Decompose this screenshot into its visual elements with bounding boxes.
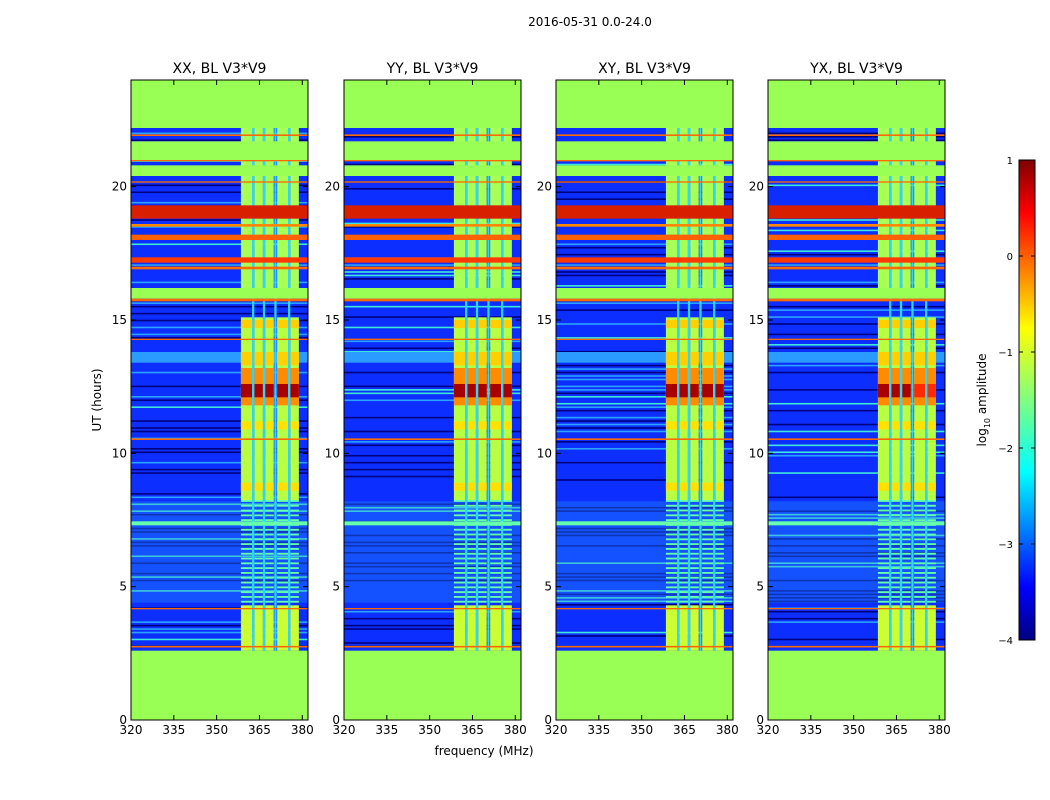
- spectrogram-image: [556, 80, 733, 720]
- spectrogram-image: [131, 80, 308, 720]
- colorbar-tick-label: 1: [1007, 156, 1013, 167]
- x-tick-label: 365: [885, 723, 908, 737]
- x-tick-label: 335: [375, 723, 398, 737]
- x-tick-label: 380: [928, 723, 951, 737]
- y-tick-label: 20: [325, 180, 340, 194]
- x-axis-label: frequency (MHz): [434, 744, 533, 758]
- x-tick-label: 335: [587, 723, 610, 737]
- panel-title: YY, BL V3*V9: [386, 61, 479, 77]
- y-tick-label: 10: [537, 446, 552, 460]
- x-tick-label: 320: [120, 723, 143, 737]
- colorbar-gradient: [1018, 159, 1036, 641]
- y-tick-label: 15: [112, 313, 127, 327]
- x-tick-label: 350: [630, 723, 653, 737]
- y-tick-label: 10: [749, 446, 764, 460]
- y-tick-label: 10: [325, 446, 340, 460]
- y-tick-label: 15: [749, 313, 764, 327]
- x-tick-label: 365: [248, 723, 271, 737]
- spectrogram-image: [344, 80, 521, 720]
- panel-2: YY, BL V3*V9 320 335 350 365 380 0 5 10 15 20: [325, 61, 527, 737]
- x-tick-label: 335: [799, 723, 822, 737]
- panel-4: YX, BL V3*V9 320 335 350 365 380 0 5 10 15 20: [749, 61, 951, 737]
- y-tick-label: 5: [332, 580, 340, 594]
- colorbar-tick-label: −3: [998, 540, 1013, 551]
- panel-title: XX, BL V3*V9: [173, 61, 267, 77]
- x-tick-label: 365: [673, 723, 696, 737]
- axes-frame: [343, 79, 522, 721]
- colorbar-tick-label: −1: [998, 348, 1013, 359]
- y-tick-label: 0: [119, 713, 127, 727]
- panel-title: YX, BL V3*V9: [809, 61, 903, 77]
- panel-3: XY, BL V3*V9 320 335 350 365 380 0 5 10 15 20: [537, 61, 739, 737]
- axes-frame: [130, 79, 309, 721]
- y-tick-label: 0: [544, 713, 552, 727]
- panel-1: XX, BL V3*V9 320 335 350 365 380 0 5 10 15 20: [112, 61, 314, 737]
- x-tick-label: 380: [716, 723, 739, 737]
- y-tick-label: 15: [537, 313, 552, 327]
- axes-frame: [555, 79, 734, 721]
- x-tick-label: 350: [205, 723, 228, 737]
- y-tick-label: 5: [544, 580, 552, 594]
- axes-frame: [767, 79, 946, 721]
- colorbar-tick-label: 0: [1007, 252, 1013, 263]
- figure-suptitle: 2016-05-31 0.0-24.0: [528, 15, 652, 29]
- y-tick-label: 5: [119, 580, 127, 594]
- y-tick-label: 0: [756, 713, 764, 727]
- y-tick-label: 20: [112, 180, 127, 194]
- x-tick-label: 350: [418, 723, 441, 737]
- y-tick-label: 15: [325, 313, 340, 327]
- x-tick-label: 320: [333, 723, 356, 737]
- x-tick-label: 320: [757, 723, 780, 737]
- x-tick-label: 320: [545, 723, 568, 737]
- colorbar-tick-label: −2: [998, 444, 1013, 455]
- colorbar-tick-label: −4: [998, 636, 1013, 647]
- panel-title: XY, BL V3*V9: [598, 61, 691, 77]
- y-tick-label: 0: [332, 713, 340, 727]
- spectrogram-image: [768, 80, 945, 720]
- y-tick-label: 5: [756, 580, 764, 594]
- x-tick-label: 380: [291, 723, 314, 737]
- y-tick-label: 10: [112, 446, 127, 460]
- y-tick-label: 20: [537, 180, 552, 194]
- y-tick-label: 20: [749, 180, 764, 194]
- colorbar-label: log10 amplitude: [975, 354, 992, 447]
- x-tick-label: 365: [461, 723, 484, 737]
- colorbar-ticks: 1 0 −1 −2 −3 −4: [998, 156, 1035, 647]
- x-tick-label: 350: [842, 723, 865, 737]
- x-tick-label: 335: [162, 723, 185, 737]
- colorbar: 1 0 −1 −2 −3 −4 log10 amplitude: [975, 156, 1036, 647]
- x-tick-label: 380: [504, 723, 527, 737]
- y-axis-label: UT (hours): [90, 368, 104, 431]
